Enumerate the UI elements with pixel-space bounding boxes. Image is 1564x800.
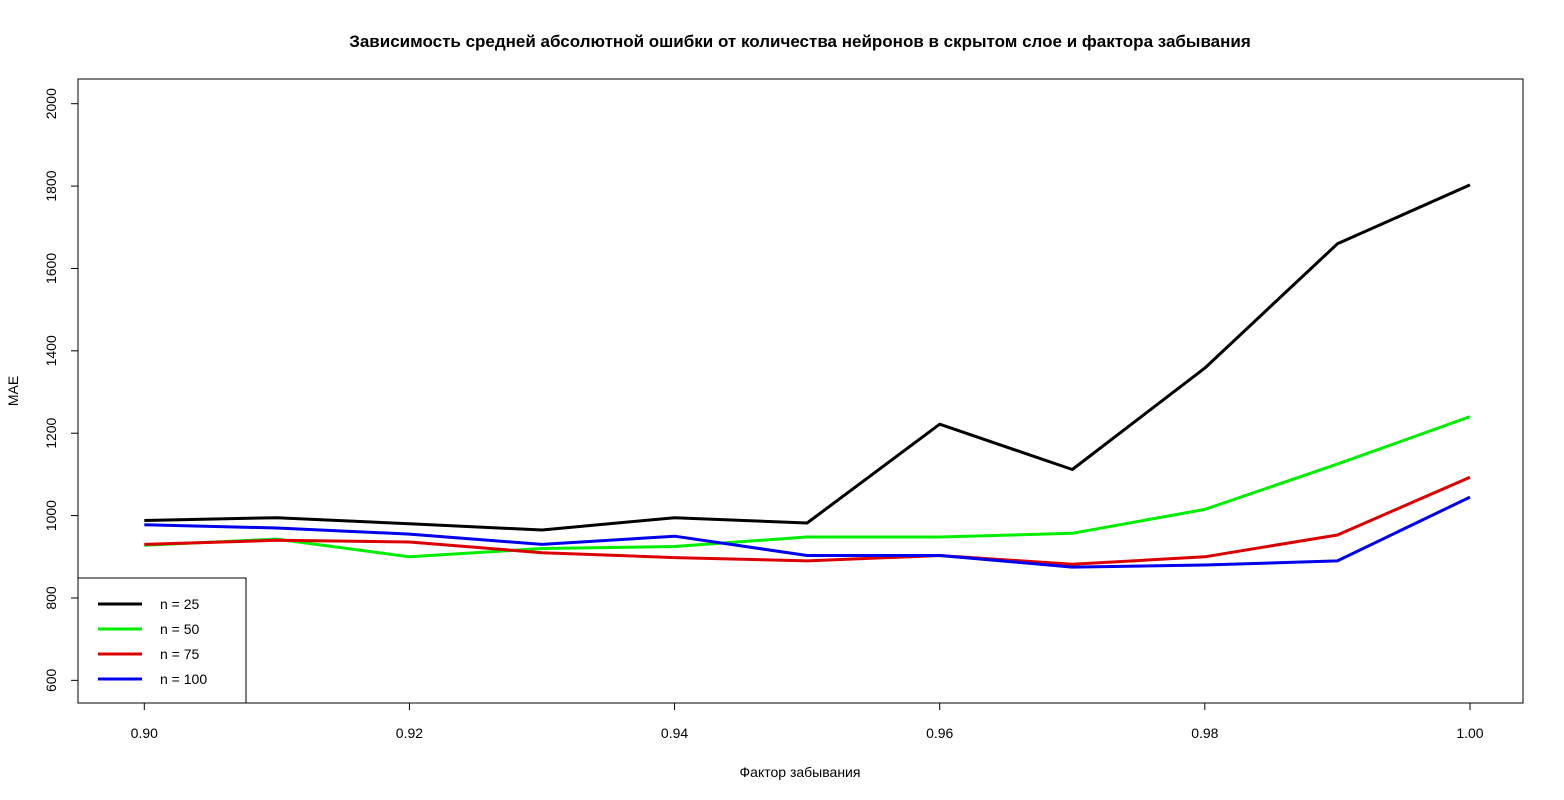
chart-title: Зависимость средней абсолютной ошибки от… bbox=[349, 32, 1251, 51]
x-tick-label: 1.00 bbox=[1456, 725, 1483, 741]
x-tick-label: 0.94 bbox=[661, 725, 688, 741]
y-tick-label: 2000 bbox=[43, 88, 59, 119]
x-tick-label: 0.90 bbox=[131, 725, 158, 741]
y-tick-label: 1200 bbox=[43, 417, 59, 448]
x-tick-label: 0.96 bbox=[926, 725, 953, 741]
legend: n = 25 n = 50 n = 75 n = 100 bbox=[77, 577, 247, 704]
y-tick-label: 1400 bbox=[43, 335, 59, 366]
y-tick-label: 600 bbox=[43, 668, 59, 692]
series-line-1 bbox=[144, 415, 1471, 559]
y-tick-label: 1000 bbox=[43, 500, 59, 531]
y-tick-label: 1600 bbox=[43, 253, 59, 284]
series-line-0 bbox=[144, 183, 1471, 532]
series-lines bbox=[144, 183, 1471, 569]
y-axis: 600 800 1000 1200 1400 1600 1800 2000 bbox=[43, 88, 78, 692]
y-axis-label: MAE bbox=[5, 376, 21, 406]
y-tick-label: 800 bbox=[43, 586, 59, 610]
x-tick-label: 0.98 bbox=[1191, 725, 1218, 741]
x-axis-label: Фактор забывания bbox=[740, 764, 861, 780]
legend-label: n = 50 bbox=[160, 621, 200, 637]
legend-label: n = 100 bbox=[160, 671, 207, 687]
x-axis: 0.90 0.92 0.94 0.96 0.98 1.00 bbox=[131, 703, 1484, 741]
series-line-3 bbox=[144, 495, 1471, 569]
legend-label: n = 75 bbox=[160, 646, 200, 662]
plot-frame bbox=[77, 78, 1524, 704]
legend-box bbox=[77, 577, 247, 704]
legend-label: n = 25 bbox=[160, 596, 200, 612]
y-tick-label: 1800 bbox=[43, 170, 59, 201]
x-tick-label: 0.92 bbox=[396, 725, 423, 741]
series-line-2 bbox=[144, 475, 1471, 566]
